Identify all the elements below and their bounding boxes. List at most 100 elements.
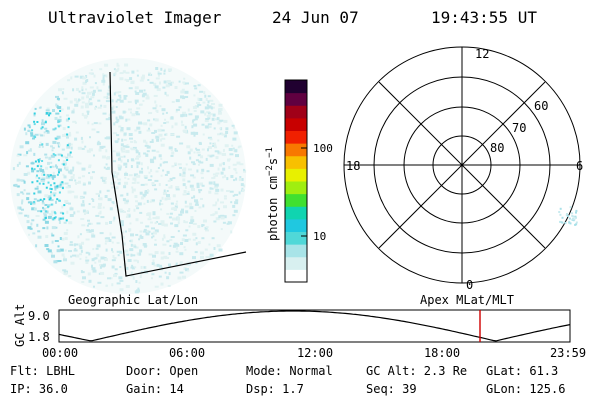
emission-speckle bbox=[197, 104, 202, 106]
emission-speckle bbox=[175, 186, 180, 189]
emission-speckle bbox=[205, 125, 210, 129]
emission-speckle bbox=[168, 146, 173, 150]
emission-speckle bbox=[40, 210, 43, 213]
emission-speckle bbox=[35, 244, 38, 248]
emission-speckle bbox=[151, 232, 154, 235]
emission-speckle bbox=[151, 236, 153, 239]
emission-speckle bbox=[122, 70, 126, 74]
emission-speckle bbox=[238, 191, 241, 195]
polar-emission-patch bbox=[558, 206, 578, 226]
emission-speckle bbox=[27, 149, 32, 152]
emission-speckle bbox=[74, 179, 77, 182]
emission-speckle bbox=[575, 209, 578, 212]
emission-speckle bbox=[92, 206, 96, 209]
emission-speckle bbox=[45, 210, 48, 213]
emission-speckle bbox=[152, 254, 156, 258]
emission-speckle bbox=[69, 155, 74, 158]
emission-speckle bbox=[223, 197, 227, 200]
emission-speckle bbox=[170, 207, 175, 210]
emission-speckle bbox=[136, 126, 141, 130]
emission-speckle bbox=[134, 195, 138, 198]
emission-speckle bbox=[223, 174, 226, 178]
emission-speckle bbox=[167, 68, 172, 72]
emission-speckle bbox=[54, 127, 57, 130]
emission-speckle bbox=[102, 112, 107, 115]
altitude-curve bbox=[58, 310, 571, 342]
emission-speckle bbox=[116, 64, 120, 67]
emission-speckle bbox=[155, 77, 160, 80]
emission-speckle bbox=[40, 180, 45, 183]
emission-speckle bbox=[202, 204, 205, 208]
emission-speckle bbox=[143, 89, 146, 92]
emission-speckle bbox=[87, 121, 90, 125]
emission-speckle bbox=[81, 92, 86, 95]
emission-speckle bbox=[96, 253, 100, 257]
emission-speckle bbox=[84, 105, 89, 109]
emission-speckle bbox=[207, 112, 211, 115]
emission-speckle bbox=[44, 217, 47, 220]
geographic-caption: Geographic Lat/Lon bbox=[68, 293, 198, 307]
emission-speckle bbox=[177, 276, 182, 280]
emission-speckle bbox=[134, 90, 137, 93]
emission-speckle bbox=[44, 194, 49, 198]
emission-speckle bbox=[169, 238, 173, 241]
emission-speckle bbox=[140, 236, 144, 239]
emission-speckle bbox=[135, 101, 137, 105]
emission-speckle bbox=[63, 271, 68, 275]
observation-time: 19:43:55 UT bbox=[431, 8, 537, 27]
emission-speckle bbox=[35, 175, 39, 179]
emission-speckle bbox=[192, 163, 196, 166]
emission-speckle bbox=[74, 181, 79, 184]
emission-speckle bbox=[575, 211, 577, 214]
emission-speckle bbox=[572, 217, 574, 220]
emission-speckle bbox=[136, 69, 139, 72]
emission-speckle bbox=[162, 169, 165, 172]
emission-speckle bbox=[113, 132, 118, 135]
emission-speckle bbox=[138, 238, 141, 241]
emission-speckle bbox=[217, 150, 220, 154]
emission-speckle bbox=[173, 242, 178, 245]
emission-speckle bbox=[81, 281, 85, 283]
emission-speckle bbox=[561, 221, 564, 224]
emission-speckle bbox=[181, 113, 185, 117]
emission-speckle bbox=[135, 200, 138, 203]
emission-speckle bbox=[164, 91, 167, 95]
emission-speckle bbox=[233, 131, 238, 135]
emission-speckle bbox=[222, 162, 225, 166]
emission-speckle bbox=[48, 114, 50, 117]
emission-speckle bbox=[142, 194, 146, 198]
xtick-0000: 00:00 bbox=[42, 346, 78, 360]
emission-speckle bbox=[135, 218, 139, 222]
emission-speckle bbox=[81, 140, 84, 144]
emission-speckle bbox=[123, 155, 126, 158]
emission-speckle bbox=[215, 188, 220, 192]
emission-speckle bbox=[56, 249, 61, 253]
emission-speckle bbox=[47, 215, 52, 219]
emission-speckle bbox=[151, 132, 156, 134]
emission-speckle bbox=[77, 98, 80, 102]
emission-speckle bbox=[182, 183, 186, 187]
emission-speckle bbox=[119, 77, 124, 81]
emission-speckle bbox=[116, 98, 121, 101]
emission-speckle bbox=[205, 157, 208, 161]
emission-speckle bbox=[147, 189, 149, 193]
emission-speckle bbox=[144, 183, 148, 186]
emission-speckle bbox=[145, 232, 150, 236]
emission-speckle bbox=[113, 73, 116, 77]
emission-speckle bbox=[243, 184, 246, 188]
emission-speckle bbox=[147, 212, 152, 216]
emission-speckle bbox=[36, 121, 39, 123]
emission-speckle bbox=[45, 109, 50, 112]
emission-speckle bbox=[238, 145, 242, 148]
emission-speckle bbox=[59, 248, 64, 252]
emission-speckle bbox=[115, 100, 118, 103]
emission-speckle bbox=[103, 104, 107, 108]
emission-speckle bbox=[232, 194, 235, 197]
emission-speckle bbox=[218, 163, 222, 167]
emission-speckle bbox=[120, 223, 124, 227]
emission-speckle bbox=[51, 174, 56, 178]
emission-speckle bbox=[185, 210, 189, 214]
emission-speckle bbox=[69, 214, 74, 217]
emission-speckle bbox=[88, 252, 91, 256]
emission-speckle bbox=[159, 199, 162, 202]
